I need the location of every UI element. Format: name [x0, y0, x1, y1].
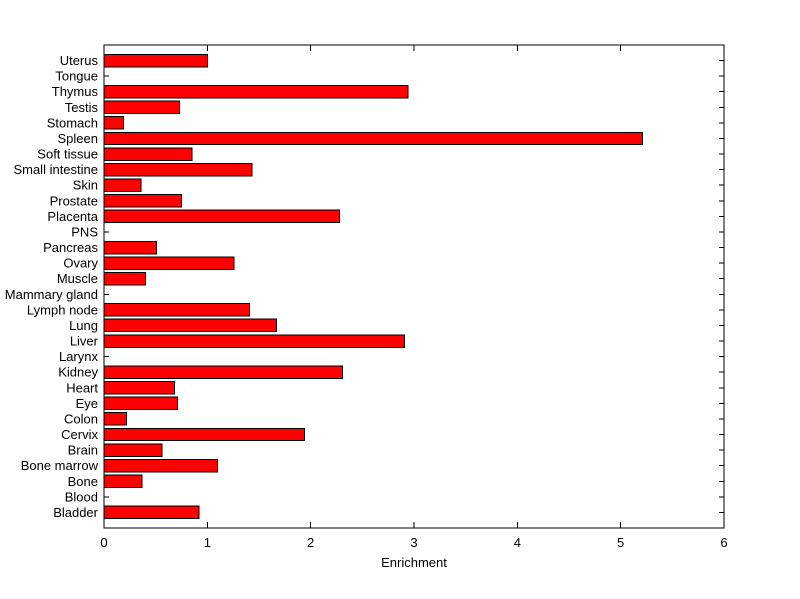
bar [103, 116, 125, 130]
x-tick-label: 0 [100, 535, 107, 550]
y-tick-label: Soft tissue [37, 147, 98, 162]
bar [103, 131, 643, 146]
x-tick-label: 3 [410, 535, 417, 550]
y-tick-label: Thymus [52, 84, 99, 99]
y-tick-label: Small intestine [13, 162, 98, 177]
bar [103, 318, 278, 333]
x-tick-label: 4 [514, 535, 521, 550]
y-tick-label: Pancreas [43, 240, 98, 255]
y-tick-label: Liver [70, 334, 99, 349]
bar [103, 458, 219, 473]
bar [103, 365, 344, 379]
y-tick-label: Eye [76, 396, 98, 411]
plot-box [103, 44, 725, 529]
y-tick-label: Lung [69, 318, 98, 333]
bar [103, 474, 143, 488]
y-tick-label: Heart [66, 380, 98, 395]
y-tick-label: Colon [64, 411, 98, 426]
y-tick-label: Mammary gland [5, 287, 98, 302]
y-tick-label: Brain [68, 443, 98, 458]
y-tick-label: Skin [73, 178, 98, 193]
y-tick-label: Cervix [61, 427, 98, 442]
y-tick-label: Stomach [47, 115, 98, 130]
bar [103, 412, 128, 426]
bar [103, 85, 409, 99]
x-tick-label: 1 [204, 535, 211, 550]
y-tick-label: Placenta [47, 209, 98, 224]
y-tick-label: Bone marrow [21, 458, 99, 473]
y-tick-label: Lymph node [27, 302, 98, 317]
bar [103, 334, 406, 348]
x-tick-label: 6 [720, 535, 727, 550]
y-tick-label: Bone [68, 474, 98, 489]
x-tick-label: 2 [307, 535, 314, 550]
y-tick-label: Testis [65, 100, 99, 115]
bar [103, 194, 182, 208]
y-tick-label: Kidney [58, 365, 98, 380]
bar [103, 147, 193, 161]
bar [103, 178, 142, 192]
bar [103, 162, 253, 177]
x-tick-label: 5 [617, 535, 624, 550]
bar [103, 53, 208, 68]
y-tick-label: Uterus [60, 53, 99, 68]
bar [103, 505, 200, 520]
bar [103, 240, 158, 255]
y-tick-label: Larynx [59, 349, 99, 364]
bar [103, 209, 341, 224]
x-axis-title: Enrichment [381, 555, 447, 570]
y-tick-label: Ovary [63, 256, 98, 271]
bar [103, 443, 163, 457]
y-tick-label: Tongue [55, 69, 98, 84]
y-tick-label: PNS [71, 224, 98, 239]
bar [103, 427, 305, 442]
y-tick-label: Muscle [57, 271, 98, 286]
bar [103, 100, 180, 115]
bar [103, 381, 175, 395]
bar [103, 396, 178, 411]
y-tick-label: Blood [65, 489, 98, 504]
bar [103, 271, 146, 286]
bar [103, 303, 251, 317]
y-tick-label: Bladder [53, 505, 98, 520]
y-tick-label: Prostate [50, 193, 98, 208]
y-tick-label: Spleen [58, 131, 98, 146]
bar [103, 256, 235, 270]
